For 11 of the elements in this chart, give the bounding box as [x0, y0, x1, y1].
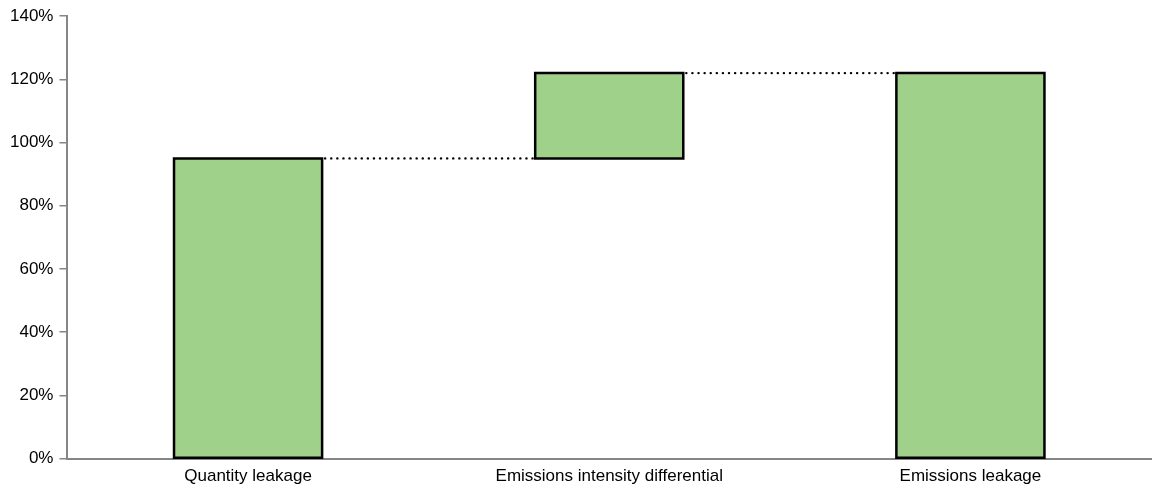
y-tick-label: 20%	[19, 385, 54, 405]
x-tick-label: Emissions intensity differential	[495, 466, 723, 486]
y-tick-label: 0%	[28, 448, 54, 468]
y-tick-label: 120%	[10, 69, 54, 89]
x-tick-label: Quantity leakage	[184, 466, 312, 486]
y-tick-label: 80%	[19, 195, 54, 215]
y-tick-label: 100%	[10, 132, 54, 152]
y-tick-label: 140%	[10, 5, 54, 25]
y-tick-label: 60%	[19, 258, 54, 278]
y-tick-label: 40%	[19, 321, 54, 341]
x-tick-label: Emissions leakage	[899, 466, 1042, 486]
